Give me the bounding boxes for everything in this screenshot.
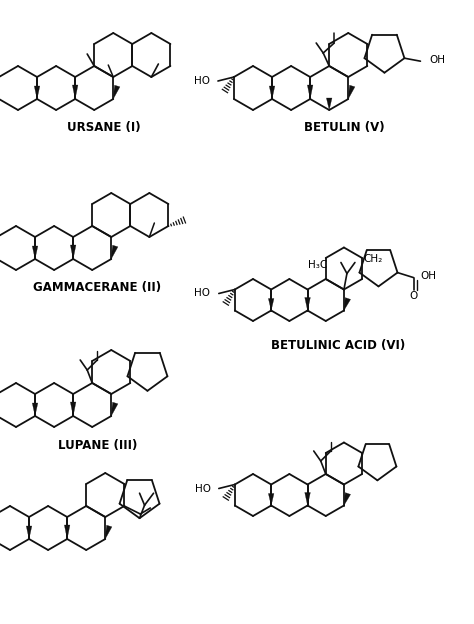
- Polygon shape: [64, 525, 70, 539]
- Polygon shape: [113, 85, 120, 99]
- Polygon shape: [70, 402, 76, 416]
- Polygon shape: [32, 403, 38, 416]
- Text: OH: OH: [429, 55, 446, 65]
- Text: CH₂: CH₂: [363, 255, 382, 265]
- Polygon shape: [348, 85, 355, 99]
- Polygon shape: [327, 98, 332, 110]
- Polygon shape: [70, 245, 76, 259]
- Polygon shape: [111, 402, 118, 416]
- Text: BETULINIC ACID (VI): BETULINIC ACID (VI): [271, 338, 405, 351]
- Polygon shape: [111, 245, 118, 259]
- Polygon shape: [105, 525, 112, 539]
- Polygon shape: [26, 526, 32, 539]
- Polygon shape: [344, 492, 351, 505]
- Text: GAMMACERANE (II): GAMMACERANE (II): [33, 281, 161, 295]
- Text: URSANE (I): URSANE (I): [67, 122, 141, 135]
- Text: LUPANE (III): LUPANE (III): [57, 439, 137, 452]
- Polygon shape: [34, 86, 40, 99]
- Polygon shape: [268, 494, 274, 505]
- Polygon shape: [32, 246, 38, 259]
- Text: OH: OH: [420, 271, 437, 281]
- Text: H₃C: H₃C: [308, 260, 327, 270]
- Polygon shape: [73, 85, 78, 99]
- Polygon shape: [344, 298, 351, 311]
- Polygon shape: [305, 298, 310, 311]
- Polygon shape: [269, 86, 275, 99]
- Polygon shape: [268, 298, 274, 311]
- Polygon shape: [305, 492, 310, 505]
- Text: HO: HO: [195, 484, 211, 494]
- Text: O: O: [410, 291, 418, 301]
- Text: HO: HO: [194, 288, 210, 298]
- Text: HO: HO: [194, 76, 210, 86]
- Polygon shape: [307, 85, 313, 99]
- Text: BETULIN (V): BETULIN (V): [304, 122, 384, 135]
